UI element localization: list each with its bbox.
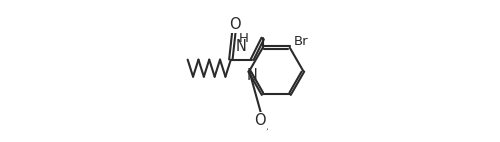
Text: N: N — [236, 39, 246, 54]
Text: O: O — [230, 17, 241, 32]
Text: N: N — [247, 68, 258, 83]
Text: Br: Br — [294, 36, 308, 48]
Text: H: H — [239, 32, 249, 45]
Text: O: O — [254, 113, 266, 128]
